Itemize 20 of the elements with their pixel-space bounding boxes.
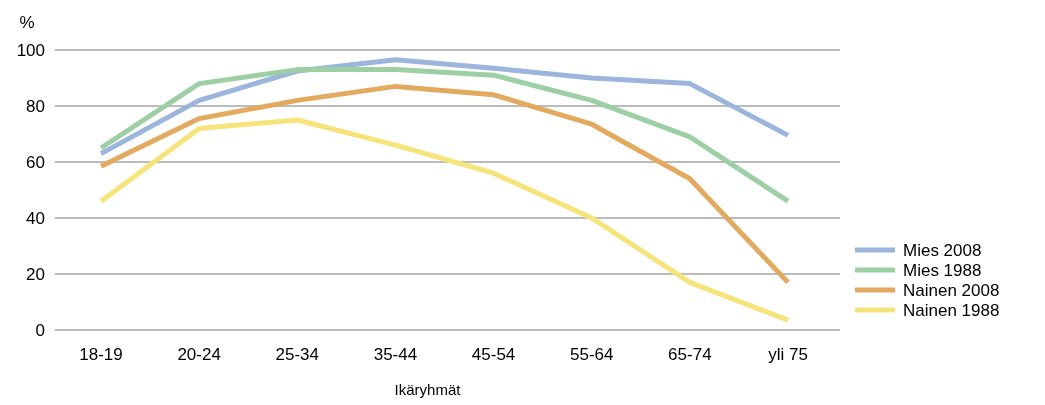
legend-label: Nainen 1988	[903, 300, 1000, 320]
y-tick-label: 0	[35, 320, 45, 340]
y-tick-label: 60	[26, 152, 45, 172]
x-tick-label: 25-34	[275, 345, 320, 364]
legend-label: Mies 2008	[903, 240, 982, 260]
x-tick-label: 20-24	[177, 345, 221, 364]
x-tick-label: 45-54	[471, 345, 516, 364]
legend-label: Nainen 2008	[903, 280, 1000, 300]
x-tick-label: yli 75	[768, 345, 808, 364]
y-axis-title: %	[19, 13, 35, 32]
x-tick-label: 55-64	[569, 345, 614, 364]
y-tick-label: 20	[26, 264, 45, 284]
x-tick-label: 35-44	[373, 345, 418, 364]
x-tick-label: 18-19	[79, 345, 123, 364]
x-tick-label: 65-74	[668, 345, 712, 364]
x-axis-title: Ikäryhmät	[394, 381, 462, 398]
y-tick-label: 80	[26, 96, 45, 116]
y-tick-label: 100	[16, 40, 45, 60]
y-tick-label: 40	[26, 208, 45, 228]
legend-label: Mies 1988	[903, 260, 982, 280]
